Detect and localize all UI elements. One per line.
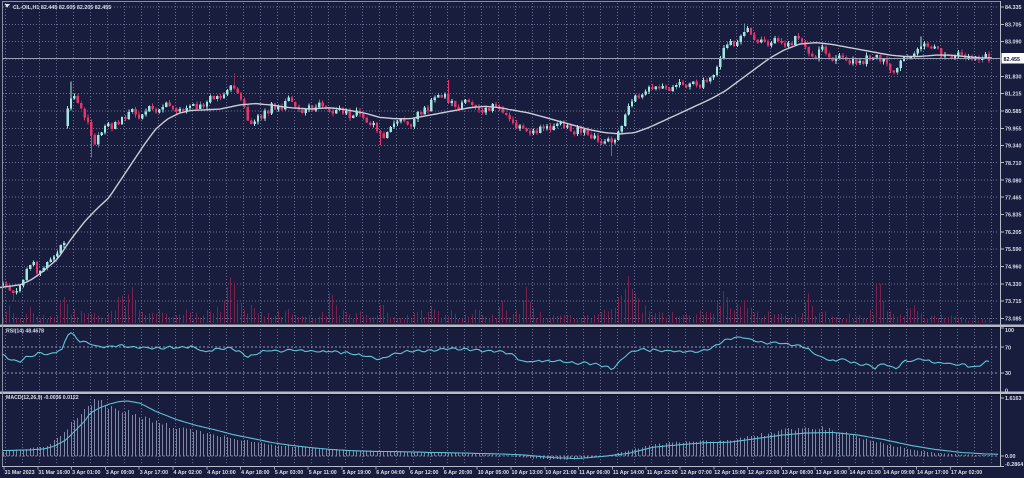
svg-text:17 Apr 02:00: 17 Apr 02:00 bbox=[951, 470, 982, 476]
svg-text:4 Apr 02:00: 4 Apr 02:00 bbox=[174, 470, 202, 476]
svg-text:13 Apr 16:00: 13 Apr 16:00 bbox=[816, 470, 847, 476]
svg-text:73.085: 73.085 bbox=[1005, 317, 1022, 323]
svg-text:RSI(14) 48.4678: RSI(14) 48.4678 bbox=[6, 329, 44, 335]
svg-text:CL-OIL,H1 82.445 82.605 82.20: CL-OIL,H1 82.445 82.605 82.205 82.455 bbox=[13, 5, 111, 11]
svg-text:70: 70 bbox=[1005, 345, 1011, 351]
svg-text:12 Apr 15:00: 12 Apr 15:00 bbox=[714, 470, 745, 476]
svg-text:74.960: 74.960 bbox=[1005, 265, 1022, 271]
svg-text:14 Apr 17:00: 14 Apr 17:00 bbox=[917, 470, 948, 476]
svg-text:MACD(12,26,9) -0.0036 0.0122: MACD(12,26,9) -0.0036 0.0122 bbox=[6, 395, 79, 401]
svg-text:79.340: 79.340 bbox=[1005, 143, 1022, 149]
svg-text:10 Apr 13:00: 10 Apr 13:00 bbox=[512, 470, 543, 476]
svg-text:3 Apr 17:00: 3 Apr 17:00 bbox=[140, 470, 168, 476]
svg-text:76.205: 76.205 bbox=[1005, 230, 1022, 236]
svg-text:-0.2864: -0.2864 bbox=[1005, 462, 1023, 468]
svg-text:3 Apr 09:00: 3 Apr 09:00 bbox=[106, 470, 134, 476]
svg-text:6 Apr 12:00: 6 Apr 12:00 bbox=[410, 470, 438, 476]
svg-text:100: 100 bbox=[1005, 328, 1014, 334]
svg-text:83.090: 83.090 bbox=[1005, 40, 1022, 46]
svg-text:14 Apr 09:00: 14 Apr 09:00 bbox=[883, 470, 914, 476]
svg-text:12 Apr 07:00: 12 Apr 07:00 bbox=[681, 470, 712, 476]
svg-text:4 Apr 18:00: 4 Apr 18:00 bbox=[241, 470, 269, 476]
svg-text:11 Apr 06:00: 11 Apr 06:00 bbox=[579, 470, 610, 476]
svg-text:3 Apr 01:00: 3 Apr 01:00 bbox=[72, 470, 100, 476]
svg-text:78.080: 78.080 bbox=[1005, 178, 1022, 184]
svg-text:13 Apr 08:00: 13 Apr 08:00 bbox=[782, 470, 813, 476]
svg-text:12 Apr 23:00: 12 Apr 23:00 bbox=[748, 470, 779, 476]
svg-text:84.335: 84.335 bbox=[1005, 5, 1022, 11]
svg-text:6 Apr 20:00: 6 Apr 20:00 bbox=[444, 470, 472, 476]
svg-text:83.705: 83.705 bbox=[1005, 23, 1022, 29]
svg-text:31 Mar 2023: 31 Mar 2023 bbox=[5, 470, 35, 476]
svg-text:10 Apr 21:00: 10 Apr 21:00 bbox=[545, 470, 576, 476]
svg-text:81.830: 81.830 bbox=[1005, 75, 1022, 81]
svg-text:11 Apr 14:00: 11 Apr 14:00 bbox=[613, 470, 644, 476]
svg-text:5 Apr 11:00: 5 Apr 11:00 bbox=[309, 470, 337, 476]
svg-text:75.590: 75.590 bbox=[1005, 247, 1022, 253]
svg-text:0: 0 bbox=[1005, 389, 1008, 395]
svg-text:1.6163: 1.6163 bbox=[1005, 396, 1022, 402]
svg-text:10 Apr 05:00: 10 Apr 05:00 bbox=[478, 470, 509, 476]
svg-text:79.955: 79.955 bbox=[1005, 126, 1022, 132]
svg-text:6 Apr 04:00: 6 Apr 04:00 bbox=[376, 470, 404, 476]
svg-text:4 Apr 10:00: 4 Apr 10:00 bbox=[207, 470, 235, 476]
svg-text:5 Apr 19:00: 5 Apr 19:00 bbox=[343, 470, 371, 476]
svg-text:14 Apr 01:00: 14 Apr 01:00 bbox=[850, 470, 881, 476]
svg-text:5 Apr 03:00: 5 Apr 03:00 bbox=[275, 470, 303, 476]
svg-text:0.00: 0.00 bbox=[1005, 454, 1016, 460]
svg-text:30: 30 bbox=[1005, 371, 1011, 377]
svg-text:78.710: 78.710 bbox=[1005, 161, 1022, 167]
svg-text:31 Mar 16:00: 31 Mar 16:00 bbox=[38, 470, 70, 476]
svg-text:11 Apr 22:00: 11 Apr 22:00 bbox=[647, 470, 678, 476]
svg-text:76.835: 76.835 bbox=[1005, 213, 1022, 219]
svg-text:77.465: 77.465 bbox=[1005, 195, 1022, 201]
svg-text:73.715: 73.715 bbox=[1005, 299, 1022, 305]
svg-text:80.585: 80.585 bbox=[1005, 109, 1022, 115]
svg-text:82.455: 82.455 bbox=[1004, 57, 1021, 63]
svg-text:74.330: 74.330 bbox=[1005, 282, 1022, 288]
svg-text:81.215: 81.215 bbox=[1005, 92, 1022, 98]
